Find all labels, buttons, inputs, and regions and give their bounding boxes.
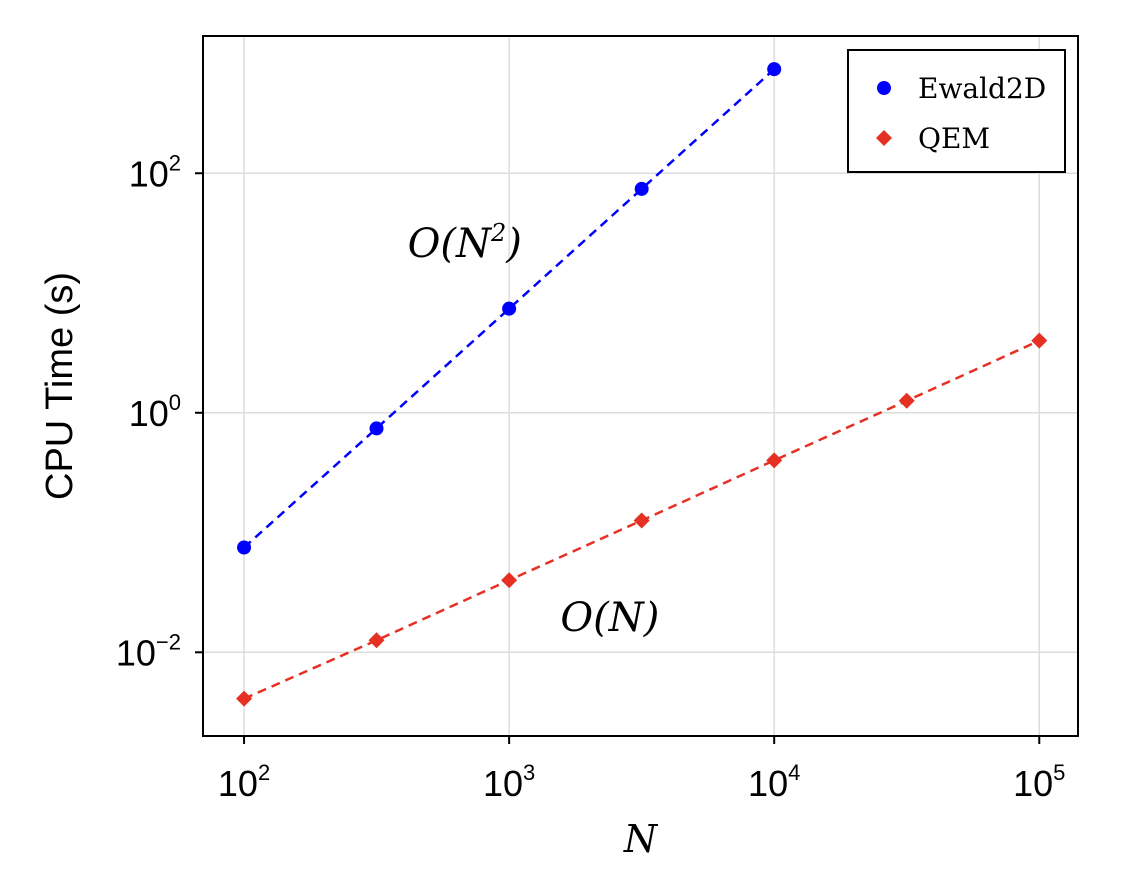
data-point-ewald2d: [634, 181, 649, 196]
legend: Ewald2D QEM: [847, 49, 1066, 173]
data-point-qem: [766, 452, 783, 469]
data-point-qem: [236, 690, 253, 707]
x-tick-label: 103: [483, 760, 535, 804]
legend-label-ewald2d: Ewald2D: [918, 72, 1046, 105]
data-point-ewald2d: [502, 301, 517, 316]
x-tick-label: 105: [1013, 760, 1065, 804]
series-markers: [236, 62, 1048, 707]
legend-box: [847, 49, 1066, 173]
y-tick-label: 102: [129, 150, 181, 194]
x-tick-label: 102: [218, 760, 270, 804]
legend-label-qem: QEM: [918, 122, 990, 155]
annotations: O(N2) O(N): [408, 219, 660, 641]
data-point-qem: [1031, 332, 1048, 349]
x-axis-title: N: [623, 817, 659, 861]
data-point-qem: [898, 392, 915, 409]
data-point-qem: [501, 572, 518, 589]
y-tick-label: 100: [129, 390, 181, 434]
legend-marker-ewald2d: [877, 81, 891, 95]
complexity-annotation: O(N2): [408, 219, 522, 267]
x-tick-label: 104: [748, 760, 800, 804]
x-axis-ticks: 102 103 104 105: [218, 736, 1065, 804]
data-point-qem: [368, 632, 385, 649]
data-point-ewald2d: [767, 62, 782, 77]
y-axis-title: CPU Time (s): [39, 272, 81, 500]
legend-marker-qem: [876, 130, 892, 146]
plot-frame: [202, 35, 1079, 737]
y-axis-ticks: 10−2 100 102: [116, 150, 203, 673]
data-point-ewald2d: [237, 540, 252, 555]
data-point-ewald2d: [369, 421, 384, 436]
complexity-annotation: O(N): [560, 595, 659, 641]
y-tick-label: 10−2: [116, 629, 181, 673]
data-point-qem: [633, 512, 650, 529]
